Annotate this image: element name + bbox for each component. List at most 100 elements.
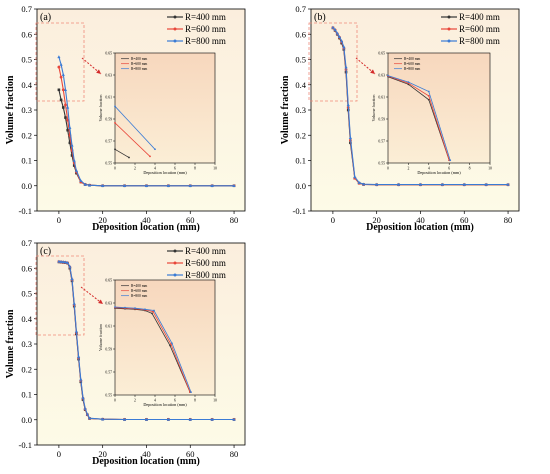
data-point xyxy=(72,164,76,167)
data-point xyxy=(63,88,68,91)
data-point xyxy=(331,25,335,29)
inset-plot-area xyxy=(114,279,216,396)
series-line xyxy=(58,260,235,421)
inset-y-tick-label: 0.61 xyxy=(105,325,112,329)
data-point xyxy=(61,106,65,109)
data-point xyxy=(64,103,67,107)
data-point xyxy=(79,179,83,182)
y-axis-label: Volume fraction xyxy=(280,75,291,144)
inset-y-tick-label: 0.63 xyxy=(105,302,112,306)
data-point xyxy=(66,260,70,264)
data-point xyxy=(346,103,350,107)
y-tick-label: 0.6 xyxy=(21,29,32,39)
y-tick-label: 0.5 xyxy=(21,55,32,65)
legend-label: R=400 mm xyxy=(185,246,226,256)
data-point xyxy=(418,182,423,186)
legend-label: R=600 mm xyxy=(185,258,226,268)
x-tick-label: 0 xyxy=(331,215,335,225)
y-tick-label: 0.0 xyxy=(295,181,306,191)
inset-x-tick-label: 0 xyxy=(114,167,116,171)
data-point xyxy=(83,406,87,410)
data-point xyxy=(59,259,63,263)
inset-x-tick-label: 2 xyxy=(134,399,136,403)
inset-data-point xyxy=(114,121,116,124)
inset-data-point xyxy=(154,148,156,151)
inset-x-tick-label: 8 xyxy=(194,167,196,171)
data-point xyxy=(396,182,401,186)
inset-data-point xyxy=(153,309,155,312)
data-point xyxy=(462,182,466,186)
legend-marker xyxy=(447,39,451,43)
inset-data-point xyxy=(128,156,130,159)
zoom-arrow-head xyxy=(370,69,375,74)
x-tick-label: 20 xyxy=(98,215,107,225)
inset-chart: 0.55 0.57 0.59 0.61 0.63 0.65 0 2 4 6 8 10 Depositio… xyxy=(98,52,217,175)
inset-data-point xyxy=(144,308,146,311)
x-tick-label: 60 xyxy=(186,449,195,459)
inset-data-point xyxy=(190,391,192,394)
data-point xyxy=(70,154,74,157)
x-tick-label: 80 xyxy=(230,215,239,225)
data-point xyxy=(101,184,105,187)
inset-x-tick-label: 2 xyxy=(134,167,136,171)
x-tick-label: 80 xyxy=(230,449,239,459)
inset-data-point xyxy=(387,74,389,77)
inset-x-axis-label: Deposition location (mm) xyxy=(417,170,461,175)
data-point xyxy=(81,395,85,399)
data-point xyxy=(61,72,65,76)
data-point xyxy=(57,65,61,69)
inset-data-point xyxy=(149,155,151,158)
y-tick-label: 0.3 xyxy=(21,105,32,115)
legend-marker xyxy=(447,27,451,31)
inset-series-line xyxy=(387,76,450,161)
inset-x-tick-label: 4 xyxy=(428,167,430,171)
data-point xyxy=(72,301,76,305)
inset-y-tick-label: 0.63 xyxy=(378,74,385,78)
data-point xyxy=(440,182,444,186)
inset-y-tick-label: 0.55 xyxy=(105,394,112,398)
zoom-arrow-head xyxy=(96,69,101,74)
legend-marker xyxy=(173,261,177,265)
y-tick-label: -0.1 xyxy=(293,206,306,216)
data-point xyxy=(79,377,83,381)
inset-y-tick-label: 0.57 xyxy=(105,371,112,375)
y-tick-label: 0.7 xyxy=(21,4,32,14)
y-tick-label: 0.0 xyxy=(21,181,32,191)
x-axis-label: Deposition location (mm) xyxy=(366,222,474,233)
y-axis-label: Volume fraction xyxy=(5,309,16,378)
inset-legend-label: R=800 mm xyxy=(131,294,148,298)
chart-panel: -0.10.00.10.20.30.40.50.60.70 20 40 60 80Dep… xyxy=(280,4,520,233)
legend-label: R=800 mm xyxy=(185,270,226,280)
data-point xyxy=(64,116,67,119)
data-point xyxy=(59,75,63,79)
data-point xyxy=(57,88,61,92)
inset-data-point xyxy=(114,105,116,108)
data-point xyxy=(166,417,170,421)
legend-label: R=600 mm xyxy=(185,24,226,34)
inset-x-tick-label: 0 xyxy=(114,399,116,403)
data-point xyxy=(70,143,74,147)
x-tick-label: 80 xyxy=(504,215,513,225)
inset-data-point xyxy=(171,342,173,345)
x-tick-label: 20 xyxy=(98,449,107,459)
data-point xyxy=(122,184,127,187)
inset-x-tick-label: 6 xyxy=(448,167,450,171)
inset-y-tick-label: 0.59 xyxy=(105,348,112,352)
inset-series-line xyxy=(114,148,130,158)
inset-data-point xyxy=(449,159,452,162)
inset-data-point xyxy=(134,307,136,310)
legend-marker xyxy=(173,39,177,43)
y-tick-label: 0.7 xyxy=(295,4,306,14)
chart-panel: -0.10.00.10.20.30.40.50.60.70 20 40 60 80Dep… xyxy=(5,4,246,233)
data-point xyxy=(375,182,379,186)
data-point xyxy=(484,182,488,186)
inset-y-tick-label: 0.65 xyxy=(378,52,385,56)
data-point xyxy=(210,417,214,421)
legend-label: R=600 mm xyxy=(459,24,500,34)
legend-marker xyxy=(447,15,451,19)
inset-data-point xyxy=(427,95,430,97)
legend-marker xyxy=(173,15,177,19)
inset-plot-area xyxy=(114,52,216,164)
inset-x-tick-label: 6 xyxy=(174,399,176,403)
y-tick-label: -0.1 xyxy=(19,206,32,216)
